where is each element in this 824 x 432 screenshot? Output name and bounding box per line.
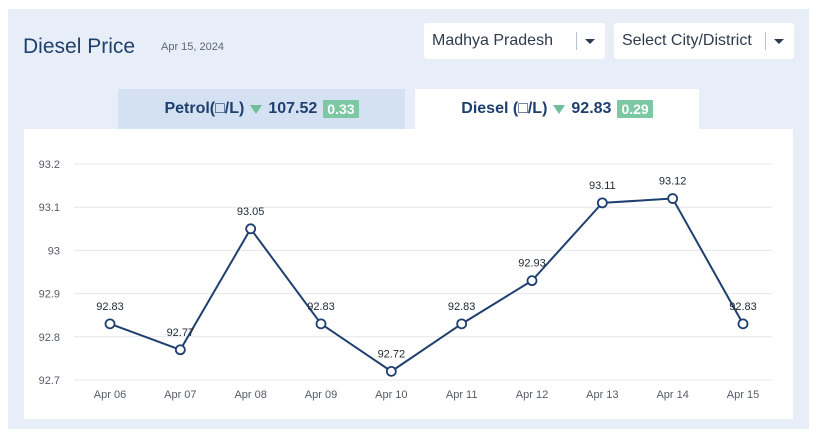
data-label: 92.93 [518, 258, 546, 270]
data-label: 92.83 [448, 301, 476, 313]
page-title: Diesel Price [23, 35, 136, 58]
tab-petrol[interactable]: Petrol(□/L) 107.52 0.33 [118, 89, 405, 129]
x-tick-label: Apr 12 [516, 389, 548, 401]
data-point [385, 365, 397, 377]
price-date: Apr 15, 2024 [161, 41, 224, 53]
tab-diesel-price: 92.83 [571, 100, 612, 117]
x-tick-label: Apr 14 [656, 389, 688, 401]
x-tick-label: Apr 15 [727, 389, 759, 401]
data-label: 92.77 [167, 327, 195, 339]
data-point [315, 318, 327, 330]
x-tick-label: Apr 07 [164, 389, 196, 401]
x-tick-label: Apr 13 [586, 389, 618, 401]
state-select[interactable]: Madhya Pradesh [424, 23, 605, 59]
x-tick-label: Apr 06 [94, 389, 126, 401]
y-tick-label: 93 [48, 245, 60, 257]
tab-petrol-change-badge: 0.33 [323, 100, 359, 118]
data-point [667, 193, 679, 204]
y-tick-label: 93.2 [39, 159, 60, 171]
chevron-down-icon [585, 39, 595, 44]
data-label: 93.12 [659, 176, 687, 188]
data-label: 92.83 [307, 301, 335, 313]
data-point [456, 318, 468, 330]
tab-petrol-label: Petrol(□/L) [164, 100, 245, 117]
y-tick-label: 92.7 [39, 375, 60, 387]
x-tick-label: Apr 08 [234, 389, 266, 401]
chevron-down-icon [774, 39, 784, 44]
data-point [596, 197, 608, 209]
x-tick-label: Apr 11 [446, 389, 478, 401]
select-divider [576, 32, 577, 50]
tab-diesel-label: Diesel (□/L) [461, 100, 548, 117]
x-tick-label: Apr 09 [305, 389, 337, 401]
data-point [526, 275, 538, 287]
y-tick-label: 92.9 [39, 289, 60, 301]
data-point [104, 318, 116, 330]
tab-diesel-change-badge: 0.29 [617, 100, 653, 118]
city-select-value: Select City/District [622, 32, 752, 49]
price-down-icon [553, 104, 566, 114]
data-label: 93.05 [237, 206, 265, 218]
data-label: 93.11 [589, 180, 616, 192]
y-tick-label: 92.8 [39, 332, 60, 344]
state-select-value: Madhya Pradesh [432, 32, 553, 49]
data-label: 92.72 [378, 348, 406, 360]
data-label: 92.83 [729, 301, 757, 313]
x-tick-label: Apr 10 [375, 389, 407, 401]
tab-diesel[interactable]: Diesel (□/L) 92.83 0.29 [415, 89, 699, 129]
data-point [245, 223, 257, 235]
price-line-chart: 92.7 92.8 92.9 93 93.1 93.2 Apr 06 Apr 07 Apr 08… [39, 159, 772, 401]
data-label: 92.83 [96, 301, 124, 313]
city-select[interactable]: Select City/District [614, 23, 794, 59]
select-divider [765, 32, 766, 50]
data-point [174, 344, 186, 356]
chart-card: 92.7 92.8 92.9 93 93.1 93.2 Apr 06 Apr 07 Apr 08… [24, 129, 793, 419]
y-tick-label: 93.1 [39, 202, 60, 214]
price-down-icon [250, 104, 263, 114]
data-point [737, 318, 749, 330]
tab-petrol-price: 107.52 [268, 100, 318, 117]
series-line [109, 197, 744, 373]
